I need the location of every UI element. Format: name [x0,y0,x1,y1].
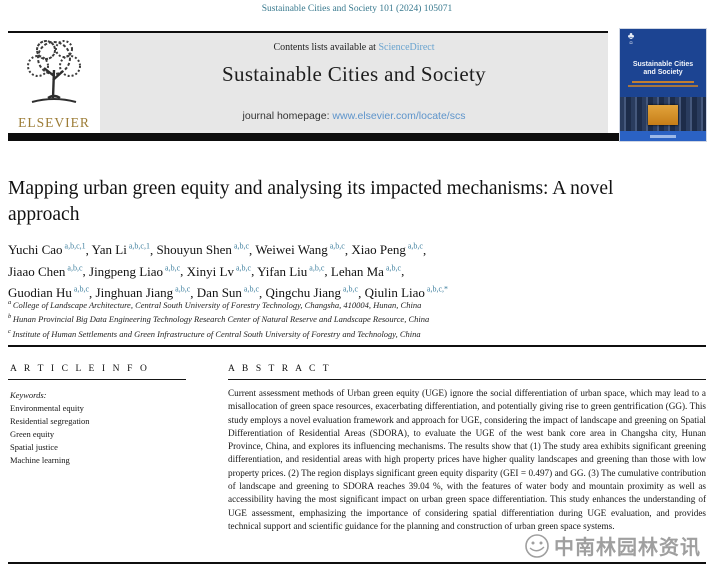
journal-homepage-link[interactable]: www.elsevier.com/locate/scs [332,110,466,122]
contents-prefix: Contents lists available at [273,42,379,53]
cover-strip-text [650,135,676,138]
author-affiliation-superscript: a,b,c [241,284,260,294]
author-affiliation-superscript: a,b,c [65,263,83,273]
journal-citation: Sustainable Cities and Society 101 (2024… [261,4,453,14]
keyword-item: Green equity [10,429,55,439]
journal-name: Sustainable Cities and Society [222,62,486,86]
author-affiliation-superscript: a,b,c [163,263,181,273]
cover-title: Sustainable Cities and Society [620,61,706,77]
cover-gold-image [648,105,678,125]
author-list: Yuchi Cao a,b,c,1, Yan Li a,b,c,1, Shouy… [8,242,449,300]
affiliation: a College of Landscape Architecture, Cen… [8,299,422,310]
author-affiliation-superscript: a,b,c,* [424,284,449,294]
keyword-item: Environmental equity [10,403,84,413]
header-top-rule [8,31,608,33]
author: Xiao Peng a,b,c [351,242,423,258]
watermark-text: 中南林园林资讯 [554,535,701,559]
watermark: 中南林园林资讯 [524,531,701,560]
header-bottom-bar [8,133,706,141]
cover-emblem-icon: ♣ ▫ [627,31,635,49]
cover-bottom-strip [620,131,706,141]
abstract-text: Current assessment methods of Urban gree… [228,388,706,531]
author: Yan Li a,b,c,1 [91,242,150,258]
keywords-label: Keywords: [10,390,47,400]
author: Jiaao Chen a,b,c [8,263,83,279]
elsevier-wordmark: ELSEVIER [18,115,90,130]
watermark-logo-icon [525,533,549,558]
section-divider-rule [8,345,706,347]
author-affiliation-superscript: a,b,c [341,284,359,294]
author: Xinyi Lv a,b,c [186,263,252,279]
cover-orange-line2 [628,85,698,87]
author: Lehan Ma a,b,c [330,263,402,279]
article-title: Mapping urban green equity and analysing… [8,178,614,225]
elsevier-logo: ELSEVIER [8,33,100,133]
abstract-underline [228,379,706,381]
author-affiliation-superscript: a,b,c [405,242,423,251]
author: Jingpeng Liao a,b,c [89,263,181,279]
author-affiliation-superscript: a,b,c,1 [62,242,86,251]
author: Shouyun Shen a,b,c [156,242,250,258]
keywords-block: Keywords: Environmental equity Residentia… [10,389,190,467]
author: Qingchu Jiang a,b,c [265,284,359,300]
sciencedirect-link[interactable]: ScienceDirect [378,42,435,53]
journal-header-box [100,33,608,133]
abstract-heading: A B S T R A C T [228,364,332,374]
journal-cover-thumbnail: ♣ ▫ Sustainable Cities and Society [620,29,706,141]
author-affiliation-superscript: a,b,c,1 [126,242,150,251]
footer-rule [8,562,706,564]
author: Weiwei Wang a,b,c [255,242,345,258]
author-affiliation-superscript: a,b,c [327,242,345,251]
author-affiliation-superscript: a,b,c [71,284,90,294]
keywords-list: Environmental equity Residential segregat… [10,402,190,467]
keyword-item: Spatial justice [10,442,58,452]
elsevier-tree-icon [27,40,81,103]
author: Dan Sun a,b,c [196,284,260,300]
keyword-item: Residential segregation [10,416,90,426]
cover-orange-line [632,81,694,83]
author-affiliation-superscript: a,b,c [383,263,402,273]
author: Jinghuan Jiang a,b,c [95,284,191,300]
author: Yuchi Cao a,b,c,1 [8,242,86,258]
contents-line: Contents lists available at ScienceDirec… [100,42,608,53]
author: Yifan Liu a,b,c [257,263,325,279]
affiliation: c Institute of Human Settlements and Gre… [8,327,421,339]
article-info-heading: A R T I C L E I N F O [10,364,150,374]
affiliation: b Hunan Provincial Big Data Engineering … [8,313,430,325]
author-affiliation-superscript: a,b,c [307,263,325,273]
homepage-line: journal homepage: www.elsevier.com/locat… [100,110,608,122]
author-affiliation-superscript: a,b,c [233,263,252,273]
author-affiliation-superscript: a,b,c [173,284,191,294]
author: Guodian Hu a,b,c [8,284,90,300]
affiliation-list: a College of Landscape Architecture, Cen… [8,297,698,340]
keyword-item: Machine learning [10,455,70,465]
article-info-underline [8,379,186,381]
author-affiliation-superscript: a,b,c [231,242,250,251]
cover-title-line2: and Society [643,69,683,76]
author: Qiulin Liao a,b,c,* [364,284,449,300]
homepage-label: journal homepage: [242,110,333,122]
cover-title-line1: Sustainable Cities [632,61,694,68]
